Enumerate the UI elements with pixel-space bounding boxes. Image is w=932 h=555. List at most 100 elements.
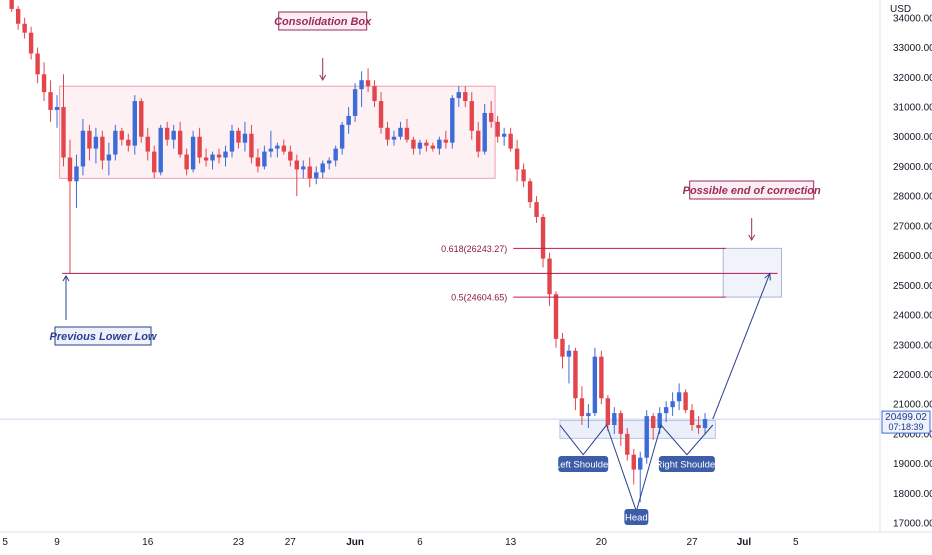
candle-down bbox=[560, 338, 565, 357]
candle-down bbox=[424, 142, 429, 146]
price-tick-label: 23000.00 bbox=[893, 340, 932, 351]
candle-down bbox=[521, 169, 526, 182]
price-tick-label: 31000.00 bbox=[893, 102, 932, 113]
candle-down bbox=[307, 166, 312, 179]
candle-down bbox=[203, 157, 209, 161]
candle-up bbox=[352, 89, 358, 116]
consolidation-arrow-head bbox=[319, 74, 327, 81]
possible-end-label-text: Possible end of correction bbox=[683, 185, 821, 197]
candle-down bbox=[553, 294, 559, 339]
candle-down bbox=[145, 136, 150, 152]
left-shoulder-label-text: Left Shoulder bbox=[555, 460, 612, 471]
candle-down bbox=[288, 151, 293, 161]
previous-lower-low-arrow-head bbox=[62, 275, 70, 282]
candle-up bbox=[612, 413, 617, 426]
candle-down bbox=[469, 101, 474, 131]
time-tick-label: 16 bbox=[142, 537, 154, 548]
candle-up bbox=[113, 130, 118, 155]
candle-down bbox=[139, 101, 144, 137]
price-tick-label: 18000.00 bbox=[893, 489, 932, 500]
price-tick-label: 33000.00 bbox=[893, 43, 932, 54]
candle-down bbox=[547, 258, 552, 295]
projection-arrow-line[interactable] bbox=[712, 273, 771, 420]
candle-down bbox=[476, 130, 481, 152]
candle-down bbox=[579, 398, 585, 417]
candle-down bbox=[216, 154, 222, 158]
candle-down bbox=[508, 133, 513, 149]
current-price-value: 20499.02 bbox=[885, 412, 927, 423]
candle-down bbox=[164, 127, 170, 140]
candle-down bbox=[22, 23, 27, 33]
candle-up bbox=[229, 130, 235, 152]
time-tick-label: Jul bbox=[737, 537, 752, 548]
candle-up bbox=[262, 151, 267, 167]
candle-up bbox=[333, 148, 338, 161]
time-tick-label: 5 bbox=[793, 537, 799, 548]
candle-down bbox=[631, 454, 636, 470]
price-tick-label: 26000.00 bbox=[893, 251, 932, 262]
neckline-zone[interactable] bbox=[559, 420, 716, 439]
possible-end-arrow-head bbox=[748, 234, 756, 241]
head-label[interactable]: Head bbox=[624, 509, 649, 525]
candle-up bbox=[456, 92, 461, 99]
candle-up bbox=[586, 413, 591, 417]
candle-down bbox=[152, 151, 157, 173]
time-tick-label: 27 bbox=[687, 537, 699, 548]
candle-up bbox=[657, 413, 662, 428]
candle-up bbox=[301, 166, 306, 170]
time-tick-label: Jun bbox=[346, 537, 364, 548]
candle-down bbox=[378, 101, 384, 128]
candle-down bbox=[625, 433, 630, 455]
time-axis[interactable]: 5 9 16 23 27 Jun 6 13 20 27 Jul 5 bbox=[0, 531, 932, 548]
right-shoulder-label-pill bbox=[658, 456, 715, 472]
right-shoulder-label[interactable]: Right Shoulder bbox=[655, 456, 718, 472]
right-shoulder-label-text: Right Shoulder bbox=[655, 460, 718, 471]
candle-up bbox=[391, 136, 397, 140]
price-tick-label: 27000.00 bbox=[893, 221, 932, 232]
time-tick-label: 23 bbox=[233, 537, 245, 548]
candle-up bbox=[171, 130, 176, 140]
candle-down bbox=[28, 32, 34, 54]
candle-up bbox=[80, 130, 86, 167]
price-tick-label: 29000.00 bbox=[893, 162, 932, 173]
candle-up bbox=[106, 154, 112, 161]
candle-down bbox=[430, 145, 436, 149]
candle-up bbox=[592, 356, 598, 414]
time-tick-label: 27 bbox=[285, 537, 297, 548]
candle-down bbox=[540, 216, 546, 259]
previous-lower-low-label[interactable]: Previous Lower Low bbox=[50, 326, 158, 346]
price-tick-label: 21000.00 bbox=[893, 400, 932, 411]
candle-down bbox=[294, 160, 299, 170]
candle-up bbox=[132, 101, 137, 146]
candle-up bbox=[339, 124, 345, 149]
left-shoulder-label[interactable]: Left Shoulder bbox=[555, 456, 612, 472]
candle-down bbox=[527, 181, 533, 203]
consolidation-box[interactable] bbox=[59, 85, 496, 179]
time-tick-label: 20 bbox=[596, 537, 608, 548]
candle-up bbox=[268, 148, 274, 152]
time-tick-label: 13 bbox=[505, 537, 517, 548]
candle-down bbox=[9, 0, 14, 9]
candle-up bbox=[54, 106, 60, 110]
consolidation-box-label[interactable]: Consolidation Box bbox=[274, 11, 372, 31]
candle-down bbox=[385, 127, 390, 140]
candle-down bbox=[689, 410, 695, 426]
annotation-back-layer bbox=[0, 85, 880, 439]
candle-down bbox=[372, 86, 377, 102]
candle-down bbox=[599, 356, 604, 399]
possible-end-label[interactable]: Possible end of correction bbox=[683, 180, 821, 200]
candle-down bbox=[15, 8, 21, 24]
candle-up bbox=[346, 115, 351, 125]
candle-down bbox=[197, 136, 202, 158]
candle-down bbox=[87, 130, 92, 149]
candle-up bbox=[417, 142, 423, 149]
candle-up bbox=[314, 172, 319, 179]
fib-level-label: 0.618(26243.27) bbox=[441, 244, 507, 254]
target-zone-box[interactable] bbox=[722, 247, 783, 298]
head-label-pill bbox=[624, 509, 649, 525]
